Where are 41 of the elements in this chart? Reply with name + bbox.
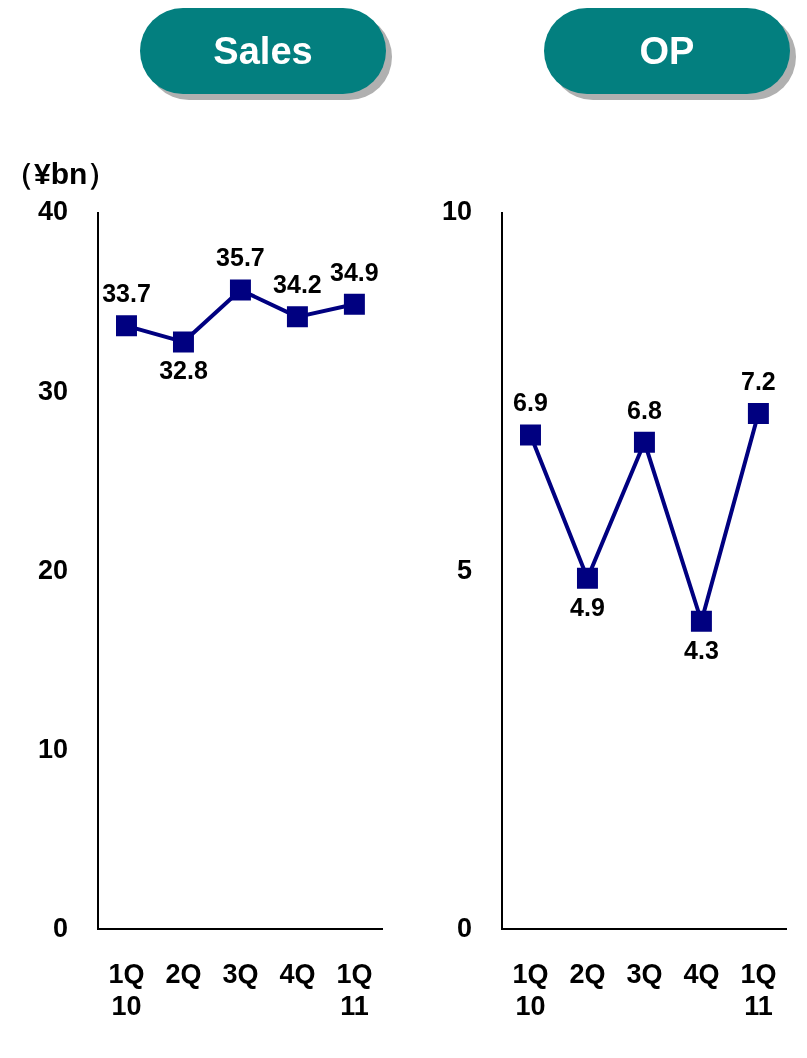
data-label: 34.2 [273,270,322,299]
y-axis-title: （¥bn） [4,157,118,191]
point [576,567,598,589]
x-tick-label: 2Q [569,958,606,989]
data-label: 6.9 [513,388,548,417]
y-tick-label: 20 [37,554,68,585]
chart-title: OP [544,8,790,94]
x-tick-label: 4Q [683,958,720,989]
point [229,279,251,301]
data-label: 4.3 [684,635,719,664]
y-tick-label: 0 [456,912,472,943]
y-tick-label: 40 [37,196,68,227]
x-tick-label: 1Q 11 [740,958,777,1022]
y-tick-label: 0 [52,912,68,943]
point [172,331,194,353]
x-tick-label: 1Q 10 [512,958,549,1022]
chart-title: Sales [140,8,386,94]
point [633,431,655,453]
point [343,293,365,315]
data-label: 33.7 [102,279,151,308]
data-label: 7.2 [741,366,776,395]
data-label: 4.9 [570,592,605,621]
x-tick-label: 4Q [279,958,316,989]
data-label: 34.9 [330,257,379,286]
y-tick-label: 5 [456,554,472,585]
data-label: 6.8 [627,395,662,424]
x-tick-label: 3Q [222,958,259,989]
data-label: 35.7 [216,243,265,272]
y-tick-label: 30 [37,375,68,406]
point [286,306,308,328]
x-tick-label: 1Q 10 [108,958,145,1022]
x-tick-label: 2Q [165,958,202,989]
point [520,424,541,446]
x-tick-label: 1Q 11 [336,958,373,1022]
y-tick-label: 10 [37,733,68,764]
data-label: 32.8 [159,356,208,385]
point [116,315,137,337]
point [690,610,712,632]
y-tick-label: 10 [441,196,472,227]
point [747,403,769,425]
x-tick-label: 3Q [626,958,663,989]
